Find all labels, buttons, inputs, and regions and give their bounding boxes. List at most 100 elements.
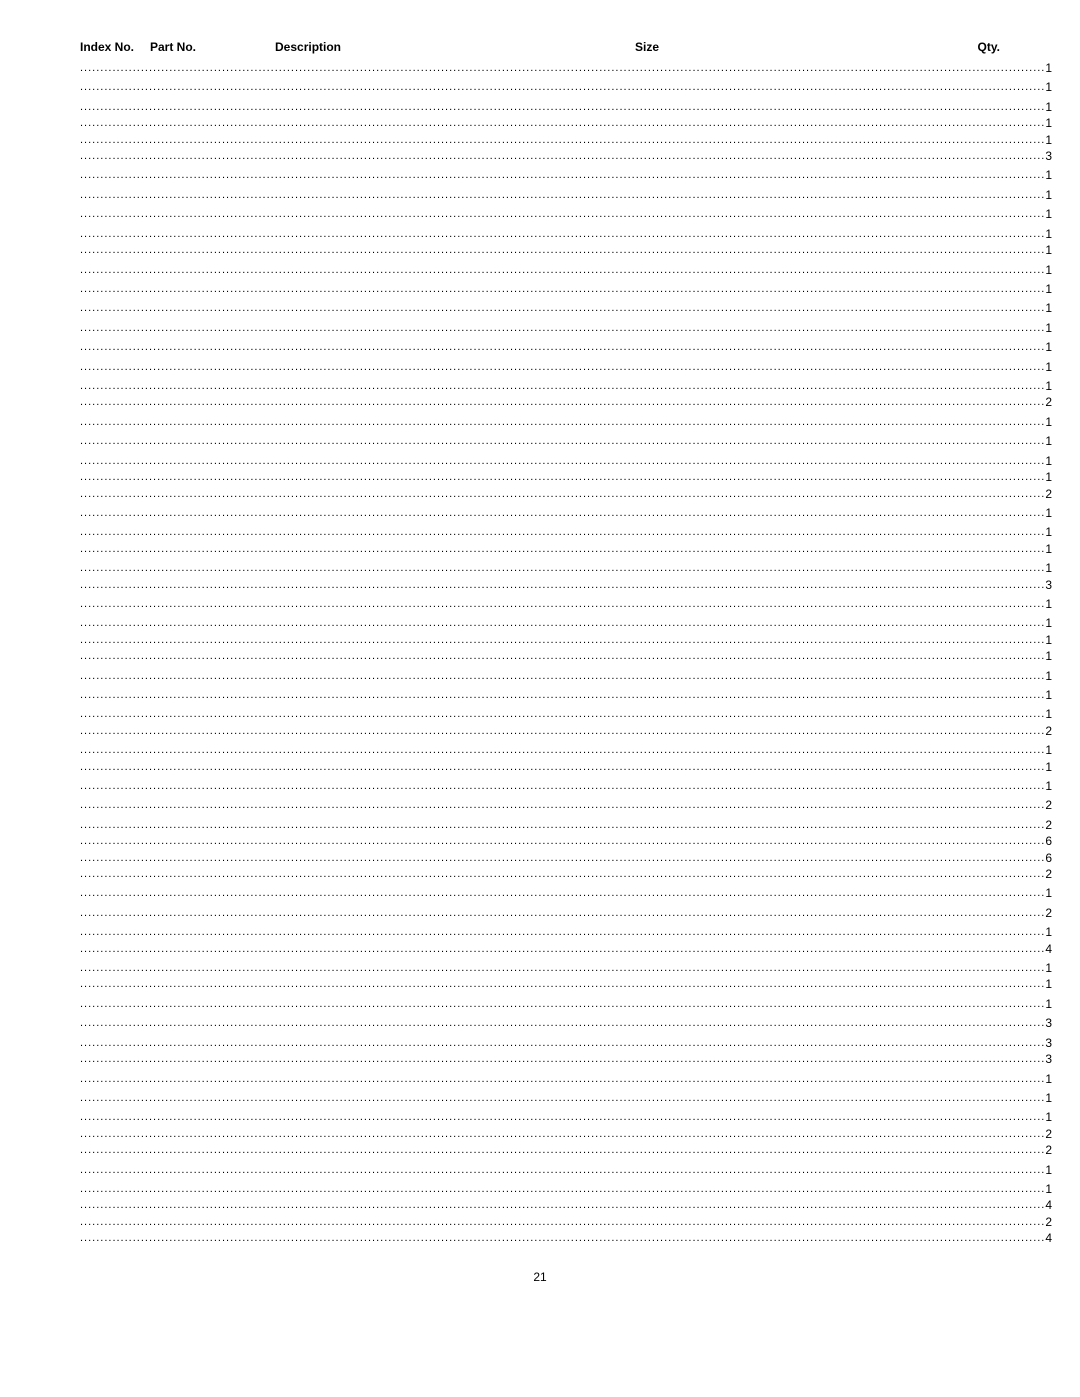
cell-qty: 1 [1045,977,1052,992]
table-row: 72PM2800-134Rubber Washer 1 [80,223,1000,242]
table-row: 78PM2800B-078Collar 1 [80,336,1000,355]
table-row: 114PM2800-162Handle 3 [80,1032,1000,1051]
table-row: 64PM2800B-064Collar 1 [80,76,1000,95]
cell-qty: 1 [1045,925,1052,940]
table-row: 68BB-6205LLUBall Bearing6205LLU 3 [80,148,1000,164]
table-row: 106PM2800B-106Switch Box 1 [80,882,1000,901]
cell-qty: 1 [1045,542,1052,557]
cell-qty: 1 [1045,633,1052,648]
table-row: 109PM2800B-109Phillips Pan Hd. Tapping S… [80,941,1000,957]
cell-qty: 6 [1045,834,1052,849]
cell-qty: 1 [1045,1072,1052,1087]
table-row: PM2800B-SNAStop Nut Assembly (includes #… [80,775,1000,794]
cell-qty: 1 [1045,561,1052,576]
table-row: 76PM2800-130Spindle Nut 1 [80,297,1000,316]
cell-qty: 1 [1045,282,1052,297]
table-row: 87PM2800-116Photo Interrupt Module 1 [80,502,1000,521]
cell-qty: 4 [1045,1231,1052,1246]
cell-qty: 1 [1045,61,1052,76]
table-row: 93PM2800-099Lead Wire Assembly, on/off s… [80,632,1000,648]
cell-qty: 2 [1045,906,1052,921]
header-part: Part No. [150,40,275,54]
cell-qty: 3 [1045,149,1052,164]
cell-qty: 1 [1045,707,1052,722]
table-row: 88PM2800B-088Bracket 1 [80,521,1000,540]
table-row: 111PM2800-113Spring PinØ5x16mm 1 [80,976,1000,992]
cell-qty: 2 [1045,395,1052,410]
table-row: 94PM2800-102Lead Wire Assembly, on/off s… [80,648,1000,664]
cell-qty: 4 [1045,942,1052,957]
table-row: 75PM2800-131Nut Lock 1 [80,278,1000,297]
table-row: 123TS-2283102Phillips Pan Hd. Machine Sc… [80,1197,1000,1213]
table-row: 79PM2800B-079Drive Sleeve 1 [80,356,1000,375]
table-row: 115TS-1540081Hex NutM12 3 [80,1051,1000,1067]
cell-qty: 1 [1045,525,1052,540]
table-row: 112PM2800-164Handle Assembly index #113-… [80,993,1000,1012]
cell-qty: 1 [1045,188,1052,203]
table-header: Index No. Part No. Description Size Qty. [80,40,1000,54]
table-row: 96PM2800B-096Stop Bolt 1 [80,684,1000,703]
header-qty: Qty. [805,40,1000,54]
table-row: 82PM2800B-082Speed Plate 1 [80,411,1000,430]
cell-qty: 1 [1045,997,1052,1012]
page-number: 21 [80,1270,1000,1284]
table-row: 121PM2800-096Grounding Sticker 1 [80,1159,1000,1178]
cell-qty: 3 [1045,1052,1052,1067]
cell-qty: 3 [1045,578,1052,593]
cell-qty: 1 [1045,321,1052,336]
table-row: 92-1PM2800-103-1Switch Safety Key 1 [80,612,1000,631]
table-row: 89628494Phillips Pan Hd. Machine ScrewM5… [80,541,1000,557]
table-row: 122PM2800B-122Lamp Assembly 1 [80,1178,1000,1197]
cell-qty: 1 [1045,597,1052,612]
table-row: 99PM2800B-099Depth Stop Bolt and Scale A… [80,739,1000,758]
cell-qty: 1 [1045,263,1052,278]
cell-qty: 1 [1045,506,1052,521]
cell-qty: 1 [1045,227,1052,242]
table-row: 65PM2800B-065Spindle 1 [80,96,1000,115]
table-row: 102PM2800B-102Adjusting Nut 2 [80,814,1000,833]
cell-qty: 2 [1045,818,1052,833]
cell-qty: 1 [1045,434,1052,449]
cell-qty: 1 [1045,340,1052,355]
cell-qty: 2 [1045,724,1052,739]
table-row: 1196290832Phillips Pan Hd. Machine Screw… [80,1126,1000,1142]
cell-qty: 1 [1045,100,1052,115]
table-row: 91PM2800B-091Hex Socket Truss Hd. ScrewM… [80,577,1000,593]
cell-qty: 1 [1045,379,1052,394]
table-row: 107PM2800B-107Spring 2 [80,902,1000,921]
table-row: 71PM2800B-071Quill 1 [80,203,1000,222]
table-row: 70PM2800B-070Spindle Assembly index #68,… [80,184,1000,203]
table-row: 66PM2800-140ArborMT2xJT3 1 [80,115,1000,131]
cell-qty: 1 [1045,886,1052,901]
cell-qty: 1 [1045,1091,1052,1106]
cell-qty: 1 [1045,760,1052,775]
table-row: 125TS-1533042Phillips Pan Hd. Machine Sc… [80,1230,1000,1246]
parts-table: 63TS-1504051Hex Socket Hd. Cap ScrewM8x2… [80,60,1000,1246]
table-row: 92PM2800B-092Push-Pull Type Switch Assem… [80,593,1000,612]
cell-qty: 1 [1045,1163,1052,1178]
table-row: 100PM2800B-100Lead Wire Assembly, circui… [80,759,1000,775]
cell-qty: 1 [1045,243,1052,258]
cell-qty: 2 [1045,1143,1052,1158]
table-row: 104PM2800B-104Hex Socket Truss Hd. Screw… [80,850,1000,866]
table-row: 97PM2800B-097Plunge Housing 1 [80,703,1000,722]
table-row: 84PM2800B-084Pulley Set Nut 1 [80,450,1000,469]
header-index: Index No. [80,40,150,54]
cell-qty: 2 [1045,1127,1052,1142]
cell-qty: 1 [1045,688,1052,703]
cell-qty: 3 [1045,1016,1052,1031]
cell-qty: 1 [1045,1110,1052,1125]
cell-qty: 1 [1045,116,1052,131]
cell-qty: 1 [1045,168,1052,183]
cell-qty: 1 [1045,207,1052,222]
cell-qty: 1 [1045,301,1052,316]
cell-qty: 1 [1045,470,1052,485]
table-row: 108PM2800B-108Controller Assembly 1 [80,921,1000,940]
table-row: 118PM2800B-118Feed Shaft 1 [80,1106,1000,1125]
header-size: Size [635,40,805,54]
header-desc: Description [275,40,635,54]
cell-qty: 1 [1045,360,1052,375]
table-row: 98TS-1503091Hex Socket Hd. Cap ScrewM6x4… [80,723,1000,739]
cell-qty: 2 [1045,798,1052,813]
table-row: 63TS-1504051Hex Socket Hd. Cap ScrewM8x2… [80,60,1000,76]
